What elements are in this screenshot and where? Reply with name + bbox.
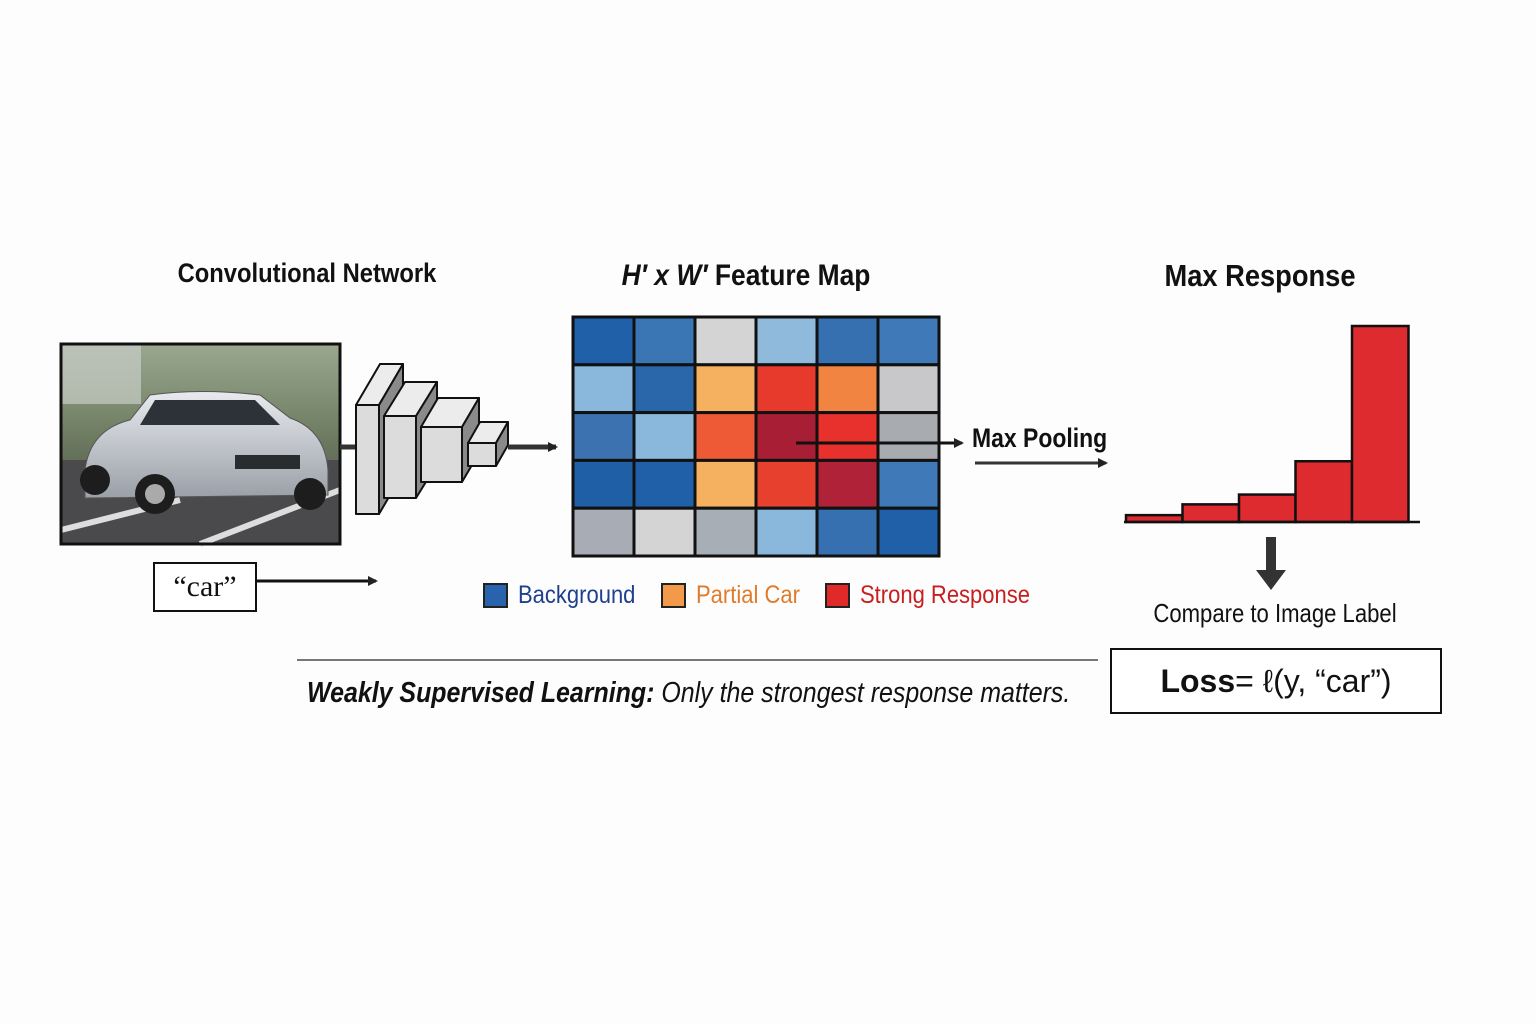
feature-map-cell (876, 315, 941, 367)
feature-map-cell (632, 363, 697, 415)
caption: Weakly Supervised Learning: Only the str… (307, 677, 1070, 710)
loss-formula: = ℓ(y, “car”) (1235, 662, 1392, 699)
feature-map-cell (632, 458, 697, 510)
legend-label: Strong Response (860, 580, 1031, 609)
feature-map-cell (632, 315, 697, 367)
caption-rest: Only the strongest response matters. (654, 677, 1071, 709)
feature-map-title: H′ x W′ Feature Map (570, 259, 922, 293)
feature-map-cell (571, 458, 636, 510)
feature-map-cell (815, 363, 880, 415)
max-pooling-label: Max Pooling (972, 423, 1108, 453)
feature-map-cell (876, 458, 941, 510)
feature-map-cell (632, 506, 697, 558)
conv-network-blocks (340, 363, 509, 515)
feature-map-cell (815, 411, 880, 462)
caption-bold: Weakly Supervised Learning: (307, 677, 655, 709)
legend-partial-car: Partial Car (661, 580, 814, 610)
feature-map-title-text: Feature Map (707, 259, 871, 292)
legend-label: Background (518, 580, 636, 609)
feature-map-cell (571, 411, 636, 462)
feature-map-cell (754, 458, 819, 510)
input-label: “car” (173, 570, 237, 603)
legend-label: Partial Car (696, 580, 800, 609)
max-response-bar (1294, 459, 1354, 524)
feature-map-grid (571, 315, 941, 558)
conv-network-title: Convolutional Network (177, 258, 437, 288)
max-response-title: Max Response (1164, 258, 1356, 293)
feature-map-cell (632, 411, 697, 462)
feature-map-cell (571, 315, 636, 367)
feature-map-cell (876, 363, 941, 415)
feature-map-cell (815, 506, 880, 558)
loss-box: Loss = ℓ(y, “car”) (1110, 648, 1442, 714)
feature-map-cell (754, 506, 819, 558)
feature-map-cell (693, 411, 758, 462)
max-response-bar (1350, 324, 1410, 524)
legend-swatch-strong-response (825, 582, 850, 608)
car-photo (59, 342, 342, 547)
feature-map-cell (815, 315, 880, 367)
feature-map-cell (693, 315, 758, 367)
feature-map-cell (693, 506, 758, 558)
legend-swatch-partial-car (661, 582, 686, 608)
down-arrow-icon (1256, 537, 1286, 590)
feature-map-dims: H′ x W′ (621, 259, 708, 292)
feature-map-cell (571, 363, 636, 415)
input-label-box: “car” (153, 562, 257, 612)
feature-map-cell (693, 363, 758, 415)
feature-map-cell (693, 458, 758, 510)
loss-label: Loss (1160, 662, 1236, 699)
feature-map-cell (754, 315, 819, 367)
feature-map-cell (571, 506, 636, 558)
feature-map-cell (754, 411, 819, 462)
legend-swatch-background (483, 582, 508, 608)
max-response-bar (1237, 493, 1297, 524)
max-response-bars (1124, 324, 1410, 524)
feature-map-cell (815, 458, 880, 510)
compare-label: Compare to Image Label (1153, 598, 1397, 628)
feature-map-cell (754, 363, 819, 415)
legend-strong-response: Strong Response (825, 580, 1053, 610)
max-response-bar (1181, 503, 1241, 524)
feature-map-cell (876, 411, 941, 462)
legend-background: Background (483, 580, 651, 610)
feature-map-cell (876, 506, 941, 558)
